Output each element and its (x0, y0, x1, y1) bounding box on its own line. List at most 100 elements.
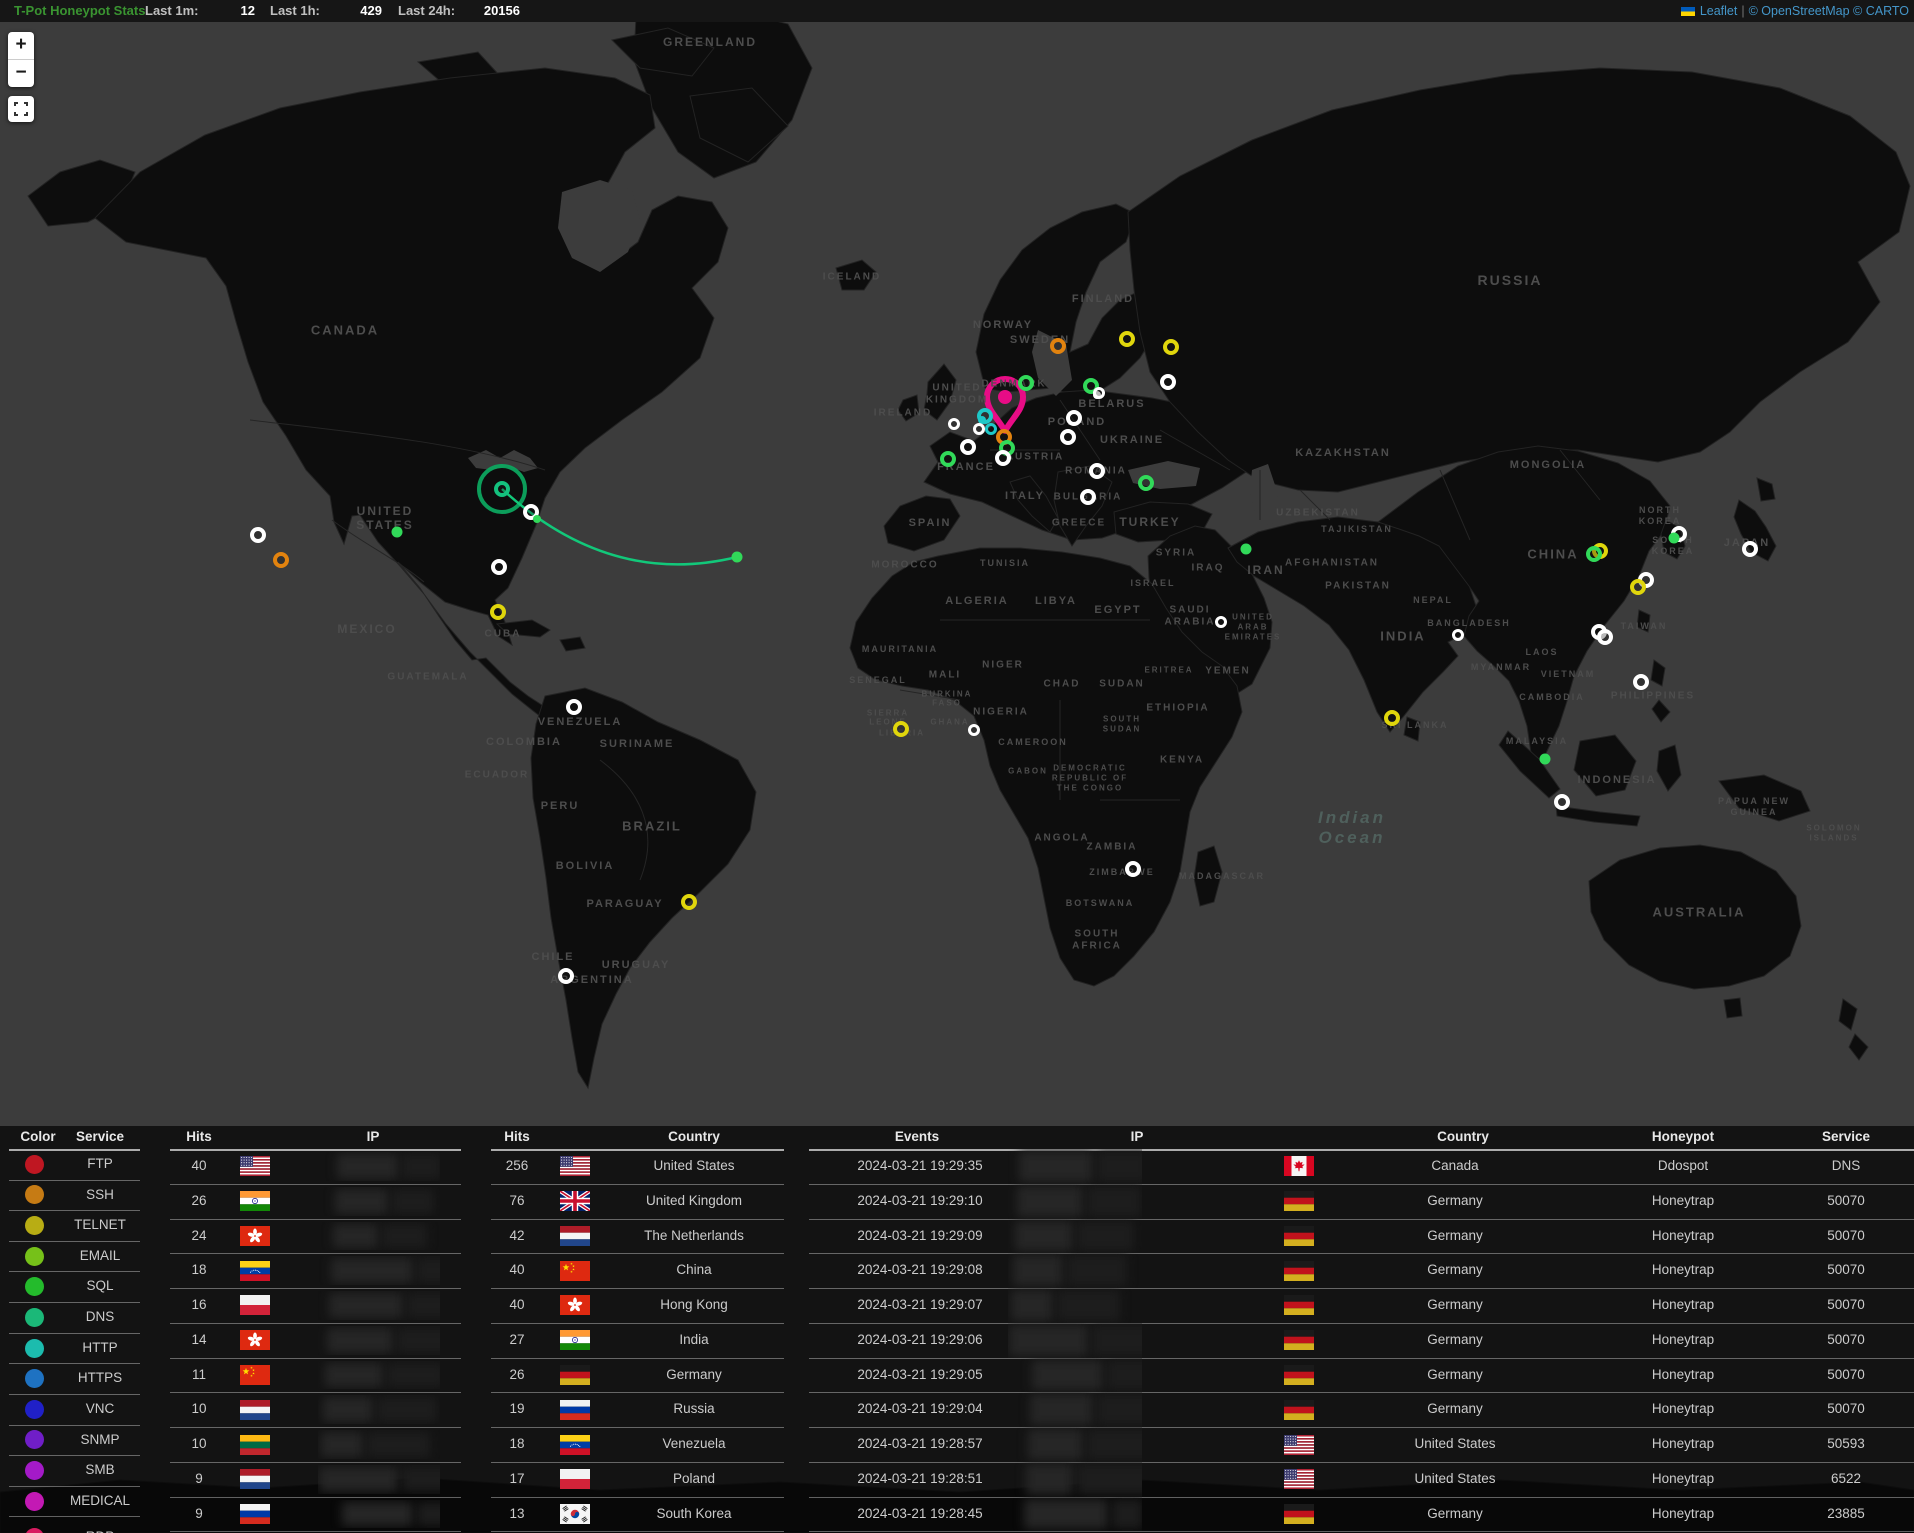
attack-marker-orange[interactable] (273, 552, 289, 568)
service-label: RDP (86, 1522, 115, 1533)
attack-marker-white[interactable] (1215, 616, 1227, 628)
service-port: 50070 (1827, 1227, 1865, 1243)
attack-marker-yellow[interactable] (1630, 579, 1646, 595)
table-row: 256 United States (491, 1149, 784, 1185)
fullscreen-button[interactable] (8, 96, 34, 122)
attack-marker-yellow[interactable] (893, 721, 909, 737)
attack-pin-marker[interactable] (984, 376, 1026, 434)
attack-marker-white[interactable] (1160, 374, 1176, 390)
attack-marker-white[interactable] (1597, 629, 1613, 645)
redacted-ip (318, 1395, 440, 1424)
sql-service-color-dot (25, 1277, 44, 1297)
table-row: 40 (170, 1149, 461, 1185)
medical-service-color-dot (25, 1491, 44, 1511)
attack-marker-cyan[interactable] (985, 423, 997, 435)
ve-flag-icon (560, 1434, 590, 1455)
hits-value: 9 (195, 1470, 203, 1486)
table-row: 10 (170, 1427, 461, 1463)
table-row: 27 India (491, 1323, 784, 1359)
attack-marker-white[interactable] (250, 527, 266, 543)
hk-flag-icon (560, 1295, 590, 1316)
redacted-ip (1008, 1253, 1142, 1288)
service-port: 6522 (1830, 1470, 1862, 1486)
attack-marker-yellow[interactable] (681, 894, 697, 910)
attack-marker-green[interactable] (1539, 753, 1551, 765)
leaflet-link[interactable]: Leaflet (1699, 4, 1738, 18)
attack-marker-white[interactable] (558, 968, 574, 984)
map-label: VIETNAM (1540, 669, 1596, 679)
attack-marker-green[interactable] (731, 551, 743, 563)
map-label: SAUDI (1169, 604, 1211, 616)
de-flag-icon (1284, 1295, 1314, 1316)
attack-marker-green[interactable] (1586, 546, 1602, 562)
attack-marker-white[interactable] (1060, 429, 1076, 445)
kr-flag-icon (560, 1504, 590, 1525)
map-label: UNITED (356, 504, 414, 518)
attack-marker-green[interactable] (1668, 532, 1680, 544)
attack-marker-white[interactable] (1080, 489, 1096, 505)
de-flag-icon (560, 1364, 590, 1385)
attack-marker-dns[interactable] (494, 481, 510, 497)
attack-marker-yellow[interactable] (1384, 710, 1400, 726)
honeypot-name: Honeytrap (1651, 1436, 1715, 1452)
last-1m-label: Last 1m: (145, 3, 199, 18)
attack-marker-white[interactable] (948, 418, 960, 430)
country-name: Russia (673, 1401, 715, 1417)
map-label: MALI (928, 669, 962, 681)
attack-marker-green[interactable] (940, 451, 956, 467)
attack-marker-orange[interactable] (1050, 338, 1066, 354)
attack-marker-yellow[interactable] (1163, 339, 1179, 355)
attack-marker-green[interactable] (1018, 375, 1034, 391)
last-1m-value: 12 (240, 3, 255, 18)
pl-flag-icon (560, 1469, 590, 1490)
map-label: UKRAINE (1099, 434, 1165, 446)
attack-marker-white[interactable] (968, 724, 980, 736)
attack-marker-green[interactable] (1138, 475, 1154, 491)
attack-marker-white[interactable] (960, 439, 976, 455)
top-countries-table: Hits Country 256 United States 76 United Ki… (491, 1126, 784, 1533)
table-row: HTTP (9, 1333, 140, 1365)
attack-marker-white[interactable] (1554, 794, 1570, 810)
attack-marker-white[interactable] (1066, 410, 1082, 426)
map-label: FASO (932, 698, 962, 708)
map-label: NIGERIA (973, 706, 1029, 718)
carto-link[interactable]: © CARTO (1853, 4, 1909, 18)
attack-marker-white[interactable] (491, 559, 507, 575)
snmp-service-color-dot (25, 1430, 44, 1450)
hits-value: 26 (191, 1192, 207, 1208)
attack-marker-white[interactable] (1633, 674, 1649, 690)
zoom-in-button[interactable]: + (8, 32, 34, 60)
event-timestamp: 2024-03-21 19:29:07 (857, 1297, 983, 1313)
attack-marker-white[interactable] (1452, 629, 1464, 641)
attack-marker-green[interactable] (533, 515, 541, 523)
attack-marker-white[interactable] (1093, 387, 1105, 399)
map-label: REPUBLIC OF (1051, 773, 1129, 783)
attack-marker-white[interactable] (1089, 463, 1105, 479)
attack-marker-green[interactable] (1240, 543, 1252, 555)
map-label: INDONESIA (1577, 774, 1657, 786)
attack-marker-white[interactable] (566, 699, 582, 715)
table-row: 2024-03-21 19:29:05 Germany Honeytrap 50070 (809, 1358, 1914, 1394)
attack-marker-yellow[interactable] (490, 604, 506, 620)
ru-flag-icon (560, 1399, 590, 1420)
hits-value: 10 (191, 1401, 207, 1417)
osm-link[interactable]: © OpenStreetMap (1748, 4, 1850, 18)
table-row: 76 United Kingdom (491, 1184, 784, 1220)
attack-marker-white[interactable] (995, 450, 1011, 466)
map-label: SOUTH (1074, 928, 1120, 940)
map-label: DENMARK (981, 378, 1047, 390)
table-row: 18 (170, 1253, 461, 1290)
attack-marker-white[interactable] (1125, 861, 1141, 877)
attack-marker-cyan[interactable] (978, 416, 986, 424)
attack-marker-white[interactable] (973, 423, 985, 435)
table-row: TELNET (9, 1210, 140, 1242)
zoom-out-button[interactable]: − (15, 62, 27, 83)
attack-marker-white[interactable] (1742, 541, 1758, 557)
country-name: Germany (1427, 1297, 1483, 1313)
map-label: SPAIN (908, 517, 952, 529)
map-label: SRI LANKA (1381, 720, 1449, 730)
attack-marker-yellow[interactable] (1119, 331, 1135, 347)
attack-marker-green[interactable] (391, 526, 403, 538)
map-label: TURKEY (1119, 515, 1181, 529)
table-row: 16 (170, 1288, 461, 1324)
